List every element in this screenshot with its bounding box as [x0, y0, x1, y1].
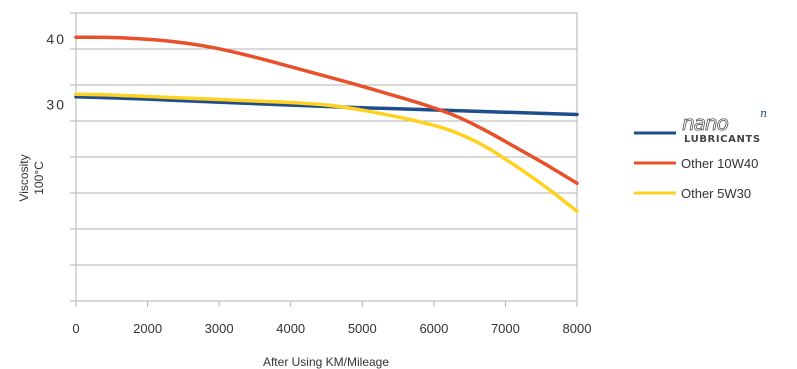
- x-tick-label: 8000: [563, 321, 592, 336]
- x-tick-label: 4000: [276, 321, 305, 336]
- legend-item-nano-lubricants: nano n LUBRICANTS: [634, 107, 767, 145]
- y-axis-title-line1: Viscosity: [17, 154, 31, 201]
- chart-legend: nano n LUBRICANTS Other 10W40 Other 5W30: [634, 107, 767, 201]
- legend-label-other-10w40: Other 10W40: [681, 156, 758, 171]
- nano-logo-superscript: n: [760, 107, 767, 120]
- series-line-nano-lubricants: [74, 95, 579, 117]
- x-tick-label: 3000: [205, 321, 234, 336]
- legend-item-other-5w30: Other 5W30: [634, 186, 751, 201]
- x-tick-label: 5000: [348, 321, 377, 336]
- y-tick-labels: 40 30: [46, 31, 66, 113]
- x-tick-label: 2000: [133, 321, 162, 336]
- y-tick-label: 40: [46, 31, 66, 47]
- series-line-other-5w30: [74, 92, 579, 214]
- legend-item-other-10w40: Other 10W40: [634, 156, 758, 171]
- chart-grid: [70, 12, 578, 307]
- x-tick-label: 0: [72, 321, 79, 336]
- x-tick-labels: 0 2000 3000 4000 5000 6000 7000 8000: [72, 321, 591, 336]
- y-axis-title-line2: 100°C: [32, 161, 46, 195]
- chart-series-lines: [74, 35, 579, 214]
- x-tick-label: 6000: [419, 321, 448, 336]
- x-axis-title: After Using KM/Mileage: [263, 355, 389, 369]
- y-tick-label: 30: [46, 97, 66, 113]
- x-tick-label: 7000: [491, 321, 520, 336]
- series-line-other-10w40: [74, 35, 579, 185]
- legend-label-other-5w30: Other 5W30: [681, 186, 751, 201]
- nano-lubricants-logo: nano n LUBRICANTS: [682, 107, 767, 145]
- nano-logo-subtitle: LUBRICANTS: [684, 134, 761, 145]
- nano-logo-wordmark: nano: [682, 111, 729, 135]
